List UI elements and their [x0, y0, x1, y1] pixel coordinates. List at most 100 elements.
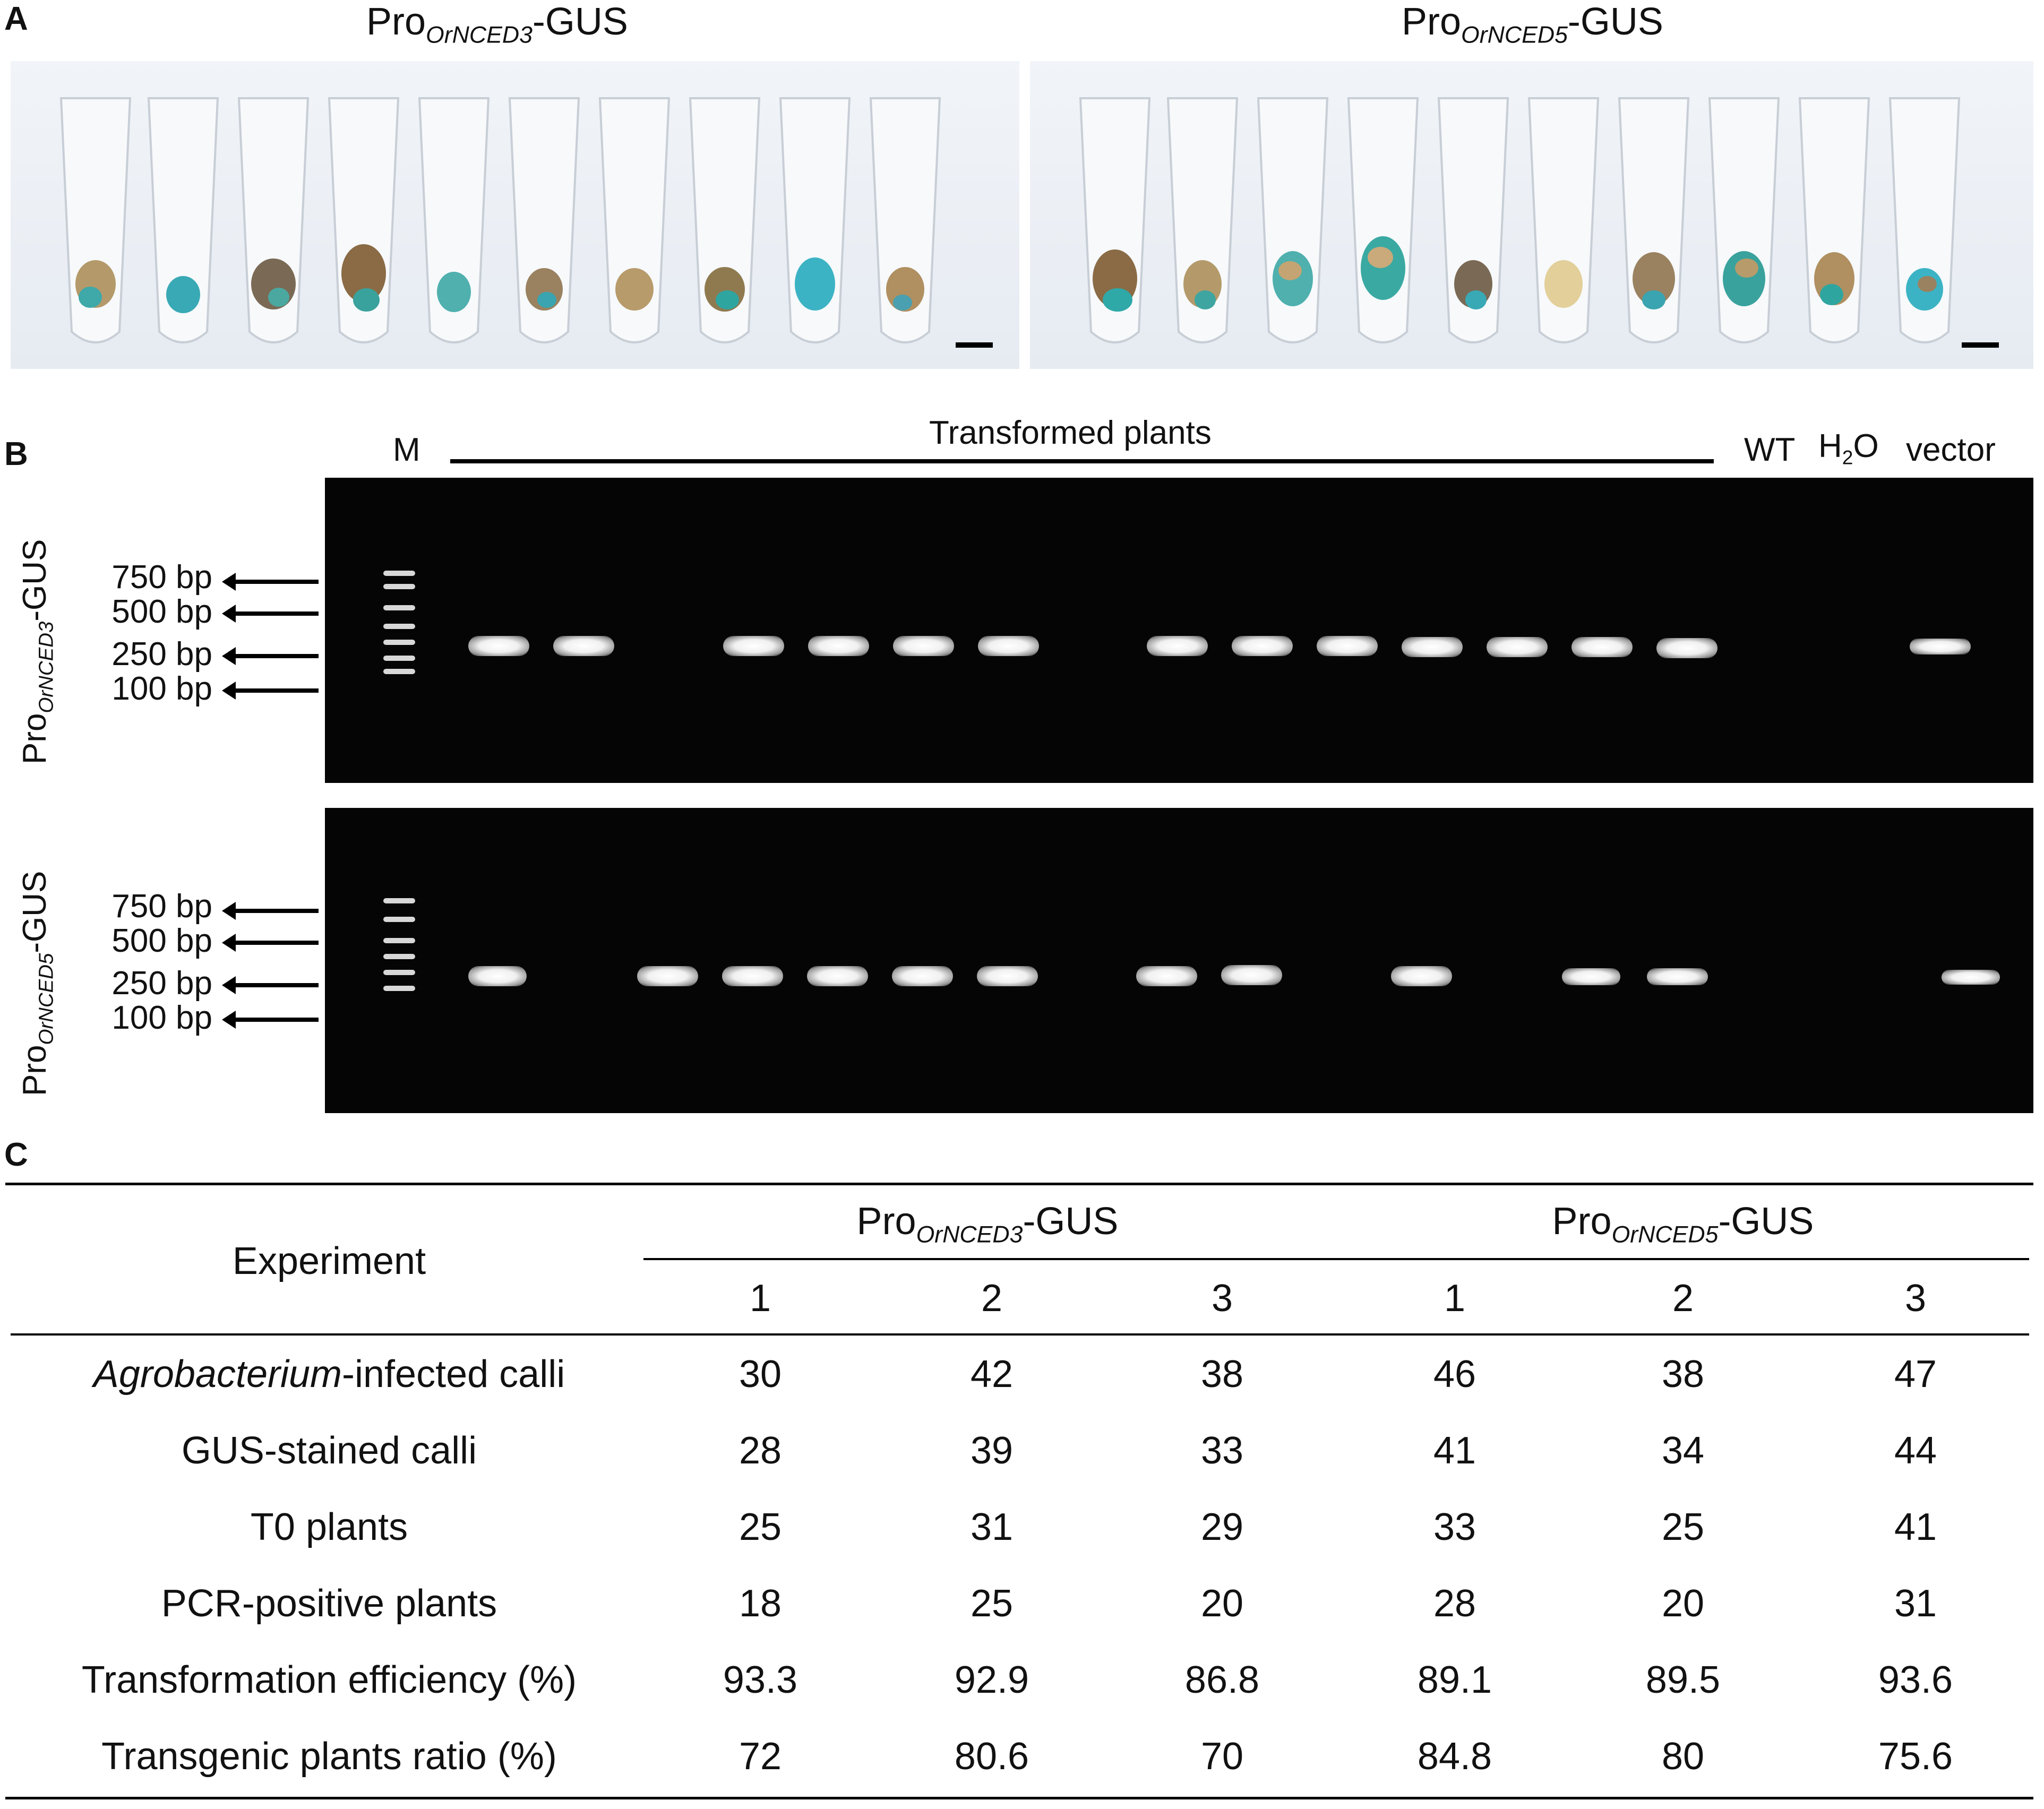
- pcr-band: [892, 966, 953, 986]
- row-label-gus-stained-calli: GUS-stained calli: [181, 1429, 477, 1472]
- table-cell: 89.1: [1417, 1659, 1492, 1701]
- gel1-bp-250: 250 bp: [111, 636, 212, 673]
- pcr-band-vector: [1942, 970, 2000, 985]
- gel1-bp-100: 100 bp: [111, 670, 212, 707]
- pcr-band: [1647, 968, 1708, 985]
- table-cell: 30: [738, 1353, 782, 1395]
- table-cell: 70: [1200, 1735, 1244, 1778]
- table-cell: 89.5: [1645, 1659, 1721, 1701]
- pcr-band-vector: [1910, 639, 1971, 654]
- scale-bar-right: [1962, 342, 1999, 348]
- header-rep: 3: [1211, 1277, 1233, 1320]
- table-cell: 75.6: [1878, 1735, 1953, 1778]
- gel-image-1: [325, 478, 2033, 783]
- ladder-band: [383, 584, 415, 589]
- tubes-illustration-left: [59, 97, 941, 343]
- pcr-band: [1147, 636, 1208, 656]
- table-cell: 29: [1200, 1506, 1244, 1548]
- transformed-plants-bracket: [450, 459, 1714, 463]
- pcr-band: [808, 636, 869, 656]
- ladder-band: [383, 970, 415, 975]
- table-cell: 92.9: [954, 1659, 1029, 1701]
- row-label-transformation-efficiency: Transformation efficiency (%): [81, 1659, 577, 1701]
- gel2-construct-label: ProOrNCED5-GUS: [16, 871, 58, 1096]
- table-cell: 34: [1661, 1429, 1705, 1472]
- gel-image-2: [325, 808, 2033, 1113]
- pcr-band: [1571, 637, 1633, 657]
- gel2-bp-500: 500 bp: [111, 923, 212, 959]
- ladder-band: [383, 986, 415, 991]
- ladder-band: [383, 917, 415, 922]
- table-cell: 39: [970, 1429, 1014, 1472]
- pcr-band: [1656, 638, 1717, 658]
- pcr-band: [1221, 965, 1282, 985]
- table-cell: 33: [1200, 1429, 1244, 1472]
- pcr-band: [468, 636, 529, 656]
- pcr-band: [1317, 636, 1378, 656]
- table-cell: 86.8: [1184, 1659, 1260, 1701]
- gel2-arrow-750: [222, 902, 319, 920]
- table-top-rule: [5, 1183, 2033, 1185]
- panel-a-left-title: ProOrNCED3-GUS: [366, 1, 628, 48]
- gel1-arrow-100: [222, 682, 319, 700]
- ladder-band: [383, 656, 415, 661]
- scale-bar-left: [956, 342, 993, 348]
- pcr-band: [1402, 637, 1463, 657]
- table-header-rule: [11, 1333, 2029, 1336]
- gel2-arrow-100: [222, 1011, 319, 1029]
- gel1-bp-750: 750 bp: [111, 559, 212, 596]
- gel1-arrow-500: [222, 605, 319, 623]
- header-experiment: Experiment: [232, 1240, 426, 1282]
- pcr-band: [637, 966, 698, 986]
- pcr-band: [553, 636, 614, 656]
- gel2-bp-750: 750 bp: [111, 888, 212, 925]
- table-cell: 33: [1433, 1506, 1476, 1548]
- tubes-illustration-right: [1079, 97, 1961, 343]
- lane-label-wt: WT: [1744, 432, 1796, 468]
- ladder-band: [383, 954, 415, 959]
- panel-letter-c: C: [4, 1136, 28, 1173]
- pcr-band: [722, 966, 783, 986]
- pcr-band: [1232, 636, 1293, 656]
- lane-label-m: M: [393, 432, 420, 468]
- ladder-band: [383, 669, 415, 674]
- table-cell: 28: [738, 1429, 782, 1472]
- panel-letter-a: A: [4, 1, 28, 37]
- row-label-transgenic-plants-ratio: Transgenic plants ratio (%): [101, 1735, 557, 1778]
- table-group-rule: [643, 1258, 2029, 1260]
- table-cell: 80.6: [954, 1735, 1029, 1778]
- header-rep: 1: [749, 1277, 771, 1320]
- table-cell: 18: [738, 1582, 782, 1625]
- ladder-band: [383, 640, 415, 645]
- pcr-band: [1562, 968, 1620, 985]
- table-cell: 31: [970, 1506, 1014, 1548]
- table-cell: 25: [1661, 1506, 1705, 1548]
- row-label-infected-calli: Agrobacterium-infected calli: [93, 1353, 565, 1395]
- header-rep: 2: [1672, 1277, 1694, 1320]
- pcr-band: [468, 966, 527, 986]
- gel1-arrow-250: [222, 647, 319, 665]
- ladder-band: [383, 898, 415, 903]
- pcr-band: [893, 636, 954, 656]
- pcr-band: [807, 966, 868, 986]
- table-cell: 20: [1661, 1582, 1705, 1625]
- gel1-construct-label: ProOrNCED3-GUS: [16, 539, 58, 764]
- table-cell: 38: [1661, 1353, 1705, 1395]
- table-bottom-rule: [5, 1797, 2033, 1799]
- gel2-bp-250: 250 bp: [111, 965, 212, 1002]
- table-cell: 41: [1894, 1506, 1937, 1548]
- pcr-band: [978, 636, 1039, 656]
- table-cell: 72: [738, 1735, 782, 1778]
- lane-label-transformed: Transformed plants: [929, 415, 1212, 451]
- header-rep: 2: [981, 1277, 1003, 1320]
- table-cell: 47: [1894, 1353, 1937, 1395]
- panel-letter-b: B: [4, 436, 28, 472]
- header-group-orced3: ProOrNCED3-GUS: [856, 1200, 1119, 1248]
- table-cell: 84.8: [1417, 1735, 1492, 1778]
- header-group-orced5: ProOrNCED5-GUS: [1552, 1200, 1814, 1248]
- header-rep: 3: [1904, 1277, 1927, 1320]
- panel-a-right-title: ProOrNCED5-GUS: [1402, 1, 1663, 48]
- gel2-arrow-500: [222, 934, 319, 952]
- header-rep: 1: [1444, 1277, 1466, 1320]
- table-cell: 42: [970, 1353, 1014, 1395]
